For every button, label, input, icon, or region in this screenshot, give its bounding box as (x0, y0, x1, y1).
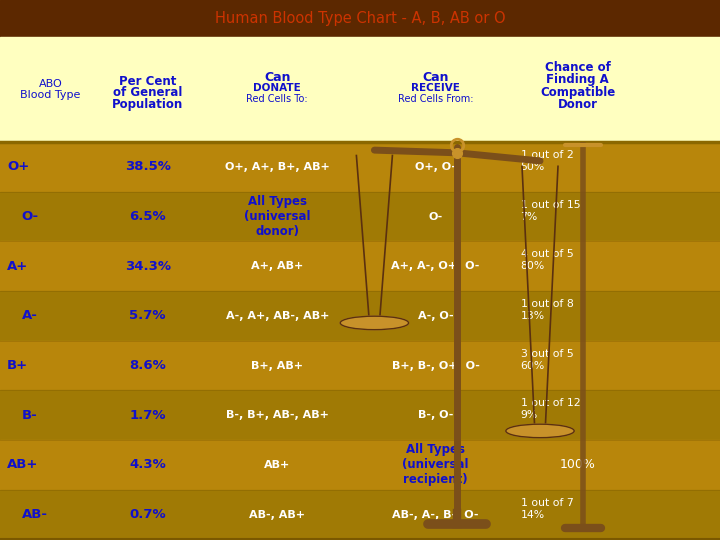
Text: Human Blood Type Chart - A, B, AB or O: Human Blood Type Chart - A, B, AB or O (215, 11, 505, 26)
Text: 8.6%: 8.6% (129, 359, 166, 372)
Text: 80%: 80% (521, 261, 545, 271)
Bar (0, 241, 720, 291)
Text: Finding A: Finding A (546, 73, 609, 86)
Text: A+: A+ (7, 260, 29, 273)
Text: B-, O-: B-, O- (418, 410, 454, 420)
Text: 4.3%: 4.3% (129, 458, 166, 471)
Text: O+, O-: O+, O- (415, 162, 456, 172)
Text: 1 out of 8: 1 out of 8 (521, 299, 573, 309)
Text: 6.5%: 6.5% (130, 210, 166, 223)
Text: O+: O+ (7, 160, 30, 173)
Ellipse shape (341, 316, 409, 329)
Text: 5.7%: 5.7% (130, 309, 166, 322)
Text: 1.7%: 1.7% (130, 409, 166, 422)
Text: 13%: 13% (521, 311, 545, 321)
Text: 1 out of 12: 1 out of 12 (521, 399, 580, 408)
Text: B+, B-, O+, O-: B+, B-, O+, O- (392, 361, 480, 370)
Text: AB-, A-, B-, O-: AB-, A-, B-, O- (392, 510, 479, 519)
Text: A+, AB+: A+, AB+ (251, 261, 303, 271)
Text: A-, O-: A-, O- (418, 311, 454, 321)
Bar (0, 341, 720, 390)
Text: AB-: AB- (22, 508, 48, 521)
Text: Per Cent: Per Cent (119, 75, 176, 88)
Text: B-, B+, AB-, AB+: B-, B+, AB-, AB+ (226, 410, 328, 420)
Text: AB+: AB+ (7, 458, 39, 471)
Text: 9%: 9% (521, 410, 538, 420)
Text: RECEIVE: RECEIVE (411, 83, 460, 93)
Text: A-, A+, AB-, AB+: A-, A+, AB-, AB+ (225, 311, 329, 321)
Text: O-: O- (428, 212, 443, 221)
Text: A-: A- (22, 309, 37, 322)
Text: B+: B+ (7, 359, 28, 372)
Bar (0, 0, 720, 37)
Bar (0, 390, 720, 440)
Text: 1 out of 2: 1 out of 2 (521, 150, 573, 160)
Text: 7%: 7% (521, 212, 538, 221)
Text: 1 out of 15: 1 out of 15 (521, 200, 580, 210)
Text: 100%: 100% (560, 458, 595, 471)
Bar (0, 37, 720, 142)
Text: AB-, AB+: AB-, AB+ (249, 510, 305, 519)
Text: 14%: 14% (521, 510, 545, 519)
Text: DONATE: DONATE (253, 83, 301, 93)
Bar (0, 192, 720, 241)
Text: B+, AB+: B+, AB+ (251, 361, 303, 370)
Bar (0, 142, 720, 192)
Text: AB+: AB+ (264, 460, 290, 470)
Text: B-: B- (22, 409, 37, 422)
Bar (0, 440, 720, 490)
Text: Chance of: Chance of (545, 61, 611, 75)
Ellipse shape (505, 424, 575, 438)
Text: 4 out of 5: 4 out of 5 (521, 249, 573, 259)
Text: of General: of General (113, 85, 182, 99)
Text: A+, A-, O+, O-: A+, A-, O+, O- (392, 261, 480, 271)
Text: All Types
(universal
donor): All Types (universal donor) (244, 195, 310, 238)
Text: Compatible: Compatible (540, 85, 616, 99)
Text: O-: O- (22, 210, 39, 223)
Text: 60%: 60% (521, 361, 545, 370)
Text: 50%: 50% (521, 162, 545, 172)
Text: All Types
(universal
recipient): All Types (universal recipient) (402, 443, 469, 487)
Text: 38.5%: 38.5% (125, 160, 171, 173)
Text: Population: Population (112, 98, 183, 111)
Bar (0, 291, 720, 341)
Text: 0.7%: 0.7% (130, 508, 166, 521)
Text: Can: Can (423, 71, 449, 84)
Text: 1 out of 7: 1 out of 7 (521, 498, 573, 508)
Text: Donor: Donor (558, 98, 598, 111)
Text: Red Cells To:: Red Cells To: (246, 94, 308, 104)
Text: ABO
Blood Type: ABO Blood Type (20, 79, 81, 100)
Text: Red Cells From:: Red Cells From: (398, 94, 473, 104)
Text: Can: Can (264, 71, 290, 84)
Text: 3 out of 5: 3 out of 5 (521, 349, 573, 359)
Text: 34.3%: 34.3% (125, 260, 171, 273)
Text: O+, A+, B+, AB+: O+, A+, B+, AB+ (225, 162, 330, 172)
Bar (0, 490, 720, 539)
